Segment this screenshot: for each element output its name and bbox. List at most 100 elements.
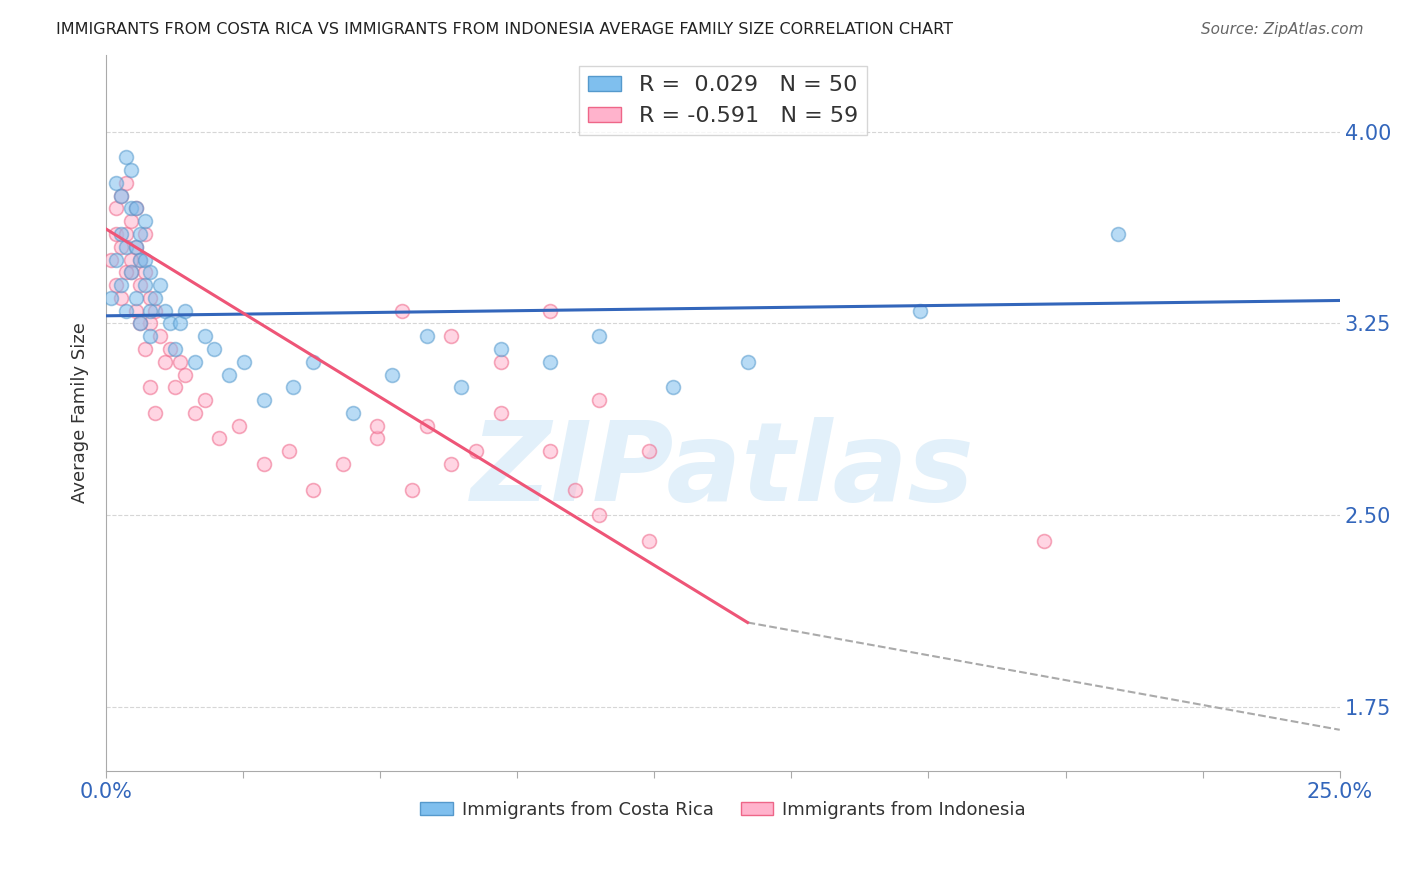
Point bbox=[114, 265, 136, 279]
Text: ZIPatlas: ZIPatlas bbox=[471, 417, 974, 524]
Point bbox=[253, 457, 276, 471]
Point bbox=[104, 227, 127, 241]
Y-axis label: Average Family Size: Average Family Size bbox=[72, 323, 89, 503]
Point bbox=[381, 368, 404, 382]
Point bbox=[114, 227, 136, 241]
Point bbox=[124, 202, 146, 216]
Point bbox=[218, 368, 240, 382]
Point bbox=[104, 176, 127, 190]
Point bbox=[139, 317, 162, 331]
Point bbox=[564, 483, 586, 497]
Point bbox=[302, 483, 325, 497]
Point bbox=[538, 355, 561, 369]
Point bbox=[194, 393, 217, 408]
Point bbox=[450, 380, 472, 394]
Point bbox=[538, 444, 561, 458]
Point bbox=[120, 202, 142, 216]
Point bbox=[302, 355, 325, 369]
Point bbox=[110, 188, 132, 202]
Point bbox=[342, 406, 364, 420]
Point bbox=[194, 329, 217, 343]
Point bbox=[588, 508, 610, 523]
Point bbox=[184, 355, 207, 369]
Text: Source: ZipAtlas.com: Source: ZipAtlas.com bbox=[1201, 22, 1364, 37]
Point bbox=[143, 303, 166, 318]
Point bbox=[134, 265, 156, 279]
Point bbox=[110, 227, 132, 241]
Point bbox=[100, 291, 122, 305]
Point bbox=[114, 240, 136, 254]
Point bbox=[104, 202, 127, 216]
Point bbox=[129, 252, 152, 267]
Point bbox=[1032, 533, 1054, 548]
Point bbox=[100, 252, 122, 267]
Point bbox=[910, 303, 932, 318]
Point bbox=[208, 432, 231, 446]
Point bbox=[159, 317, 181, 331]
Point bbox=[120, 214, 142, 228]
Point bbox=[440, 457, 463, 471]
Point bbox=[1107, 227, 1129, 241]
Point bbox=[283, 380, 305, 394]
Point bbox=[149, 329, 172, 343]
Point bbox=[332, 457, 354, 471]
Point bbox=[366, 418, 388, 433]
Point bbox=[391, 303, 413, 318]
Point bbox=[489, 342, 512, 356]
Text: IMMIGRANTS FROM COSTA RICA VS IMMIGRANTS FROM INDONESIA AVERAGE FAMILY SIZE CORR: IMMIGRANTS FROM COSTA RICA VS IMMIGRANTS… bbox=[56, 22, 953, 37]
Point bbox=[153, 303, 176, 318]
Point bbox=[465, 444, 488, 458]
Point bbox=[129, 317, 152, 331]
Point bbox=[415, 329, 437, 343]
Point bbox=[184, 406, 207, 420]
Point bbox=[110, 278, 132, 293]
Point bbox=[277, 444, 299, 458]
Point bbox=[139, 303, 162, 318]
Point bbox=[134, 214, 156, 228]
Point bbox=[129, 278, 152, 293]
Point bbox=[489, 406, 512, 420]
Point bbox=[129, 317, 152, 331]
Point bbox=[588, 329, 610, 343]
Point bbox=[415, 418, 437, 433]
Point bbox=[169, 355, 191, 369]
Point bbox=[104, 278, 127, 293]
Point bbox=[489, 355, 512, 369]
Point bbox=[110, 291, 132, 305]
Point bbox=[737, 355, 759, 369]
Point bbox=[110, 240, 132, 254]
Point bbox=[169, 317, 191, 331]
Point bbox=[440, 329, 463, 343]
Point bbox=[114, 150, 136, 164]
Point bbox=[124, 240, 146, 254]
Point bbox=[143, 406, 166, 420]
Point bbox=[124, 240, 146, 254]
Point bbox=[153, 355, 176, 369]
Point bbox=[139, 291, 162, 305]
Point bbox=[124, 303, 146, 318]
Point bbox=[134, 227, 156, 241]
Point bbox=[120, 252, 142, 267]
Point bbox=[163, 380, 186, 394]
Point bbox=[139, 265, 162, 279]
Point bbox=[163, 342, 186, 356]
Point bbox=[228, 418, 250, 433]
Point bbox=[124, 291, 146, 305]
Point bbox=[149, 278, 172, 293]
Point bbox=[120, 265, 142, 279]
Point bbox=[114, 176, 136, 190]
Point bbox=[173, 368, 195, 382]
Legend: Immigrants from Costa Rica, Immigrants from Indonesia: Immigrants from Costa Rica, Immigrants f… bbox=[413, 794, 1033, 826]
Point bbox=[233, 355, 256, 369]
Point bbox=[159, 342, 181, 356]
Point bbox=[110, 188, 132, 202]
Point bbox=[134, 278, 156, 293]
Point bbox=[134, 342, 156, 356]
Point bbox=[120, 163, 142, 178]
Point bbox=[538, 303, 561, 318]
Point bbox=[588, 393, 610, 408]
Point bbox=[204, 342, 226, 356]
Point bbox=[104, 252, 127, 267]
Point bbox=[139, 329, 162, 343]
Point bbox=[134, 252, 156, 267]
